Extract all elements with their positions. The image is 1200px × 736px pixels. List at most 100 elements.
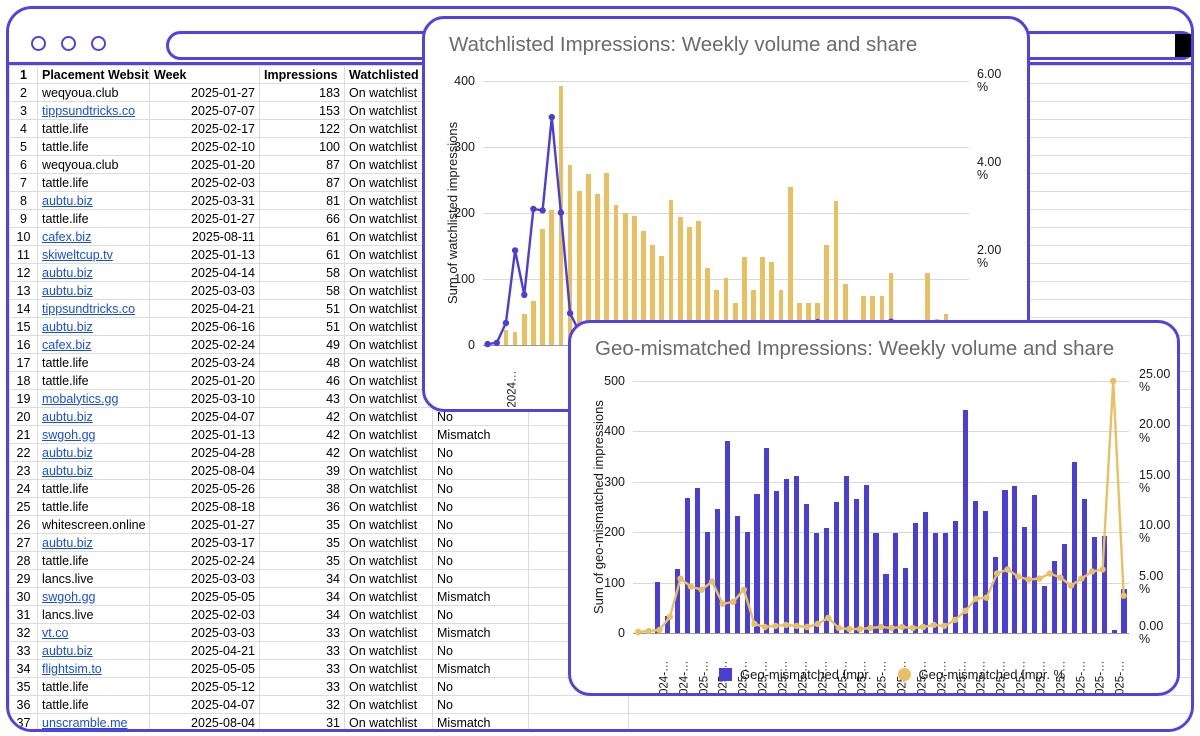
cell-watchlisted[interactable]: On watchlist bbox=[344, 659, 433, 678]
cell-impressions[interactable]: 43 bbox=[259, 389, 345, 408]
cell-watchlisted[interactable]: On watchlist bbox=[344, 281, 433, 300]
cell-watchlisted[interactable]: On watchlist bbox=[344, 605, 433, 624]
site-link[interactable]: swgoh.gg bbox=[42, 589, 96, 604]
cell-impressions[interactable]: 33 bbox=[259, 659, 345, 678]
cell-site[interactable]: tattle.life bbox=[37, 695, 150, 714]
cell-impressions[interactable]: 61 bbox=[259, 245, 345, 264]
row-number[interactable]: 36 bbox=[9, 695, 38, 714]
cell-watchlisted[interactable]: On watchlist bbox=[344, 353, 433, 372]
close-dot-icon[interactable] bbox=[31, 36, 46, 51]
row-number[interactable]: 34 bbox=[9, 659, 38, 678]
cell-watchlisted[interactable]: On watchlist bbox=[344, 209, 433, 228]
site-link[interactable]: mobalytics.gg bbox=[42, 391, 119, 406]
site-link[interactable]: aubtu.biz bbox=[42, 463, 93, 478]
cell-site[interactable]: lancs.live bbox=[37, 605, 150, 624]
row-number[interactable]: 19 bbox=[9, 389, 38, 408]
cell-impressions[interactable]: 31 bbox=[259, 713, 345, 729]
cell-geo[interactable]: No bbox=[432, 569, 529, 588]
cell-geo[interactable]: No bbox=[432, 677, 529, 696]
row-number[interactable]: 8 bbox=[9, 191, 38, 210]
row-number[interactable]: 30 bbox=[9, 587, 38, 606]
row-number[interactable]: 23 bbox=[9, 461, 38, 480]
cell-watchlisted[interactable]: On watchlist bbox=[344, 677, 433, 696]
cell-site[interactable]: vt.co bbox=[37, 623, 150, 642]
cell-watchlisted[interactable]: On watchlist bbox=[344, 137, 433, 156]
cell-geo[interactable]: No bbox=[432, 551, 529, 570]
cell-week[interactable]: 2025-05-26 bbox=[149, 479, 260, 498]
cell-geo[interactable]: No bbox=[432, 641, 529, 660]
cell-week[interactable]: 2025-01-27 bbox=[149, 209, 260, 228]
cell-watchlisted[interactable]: On watchlist bbox=[344, 515, 433, 534]
cell-impressions[interactable]: 122 bbox=[259, 119, 345, 138]
cell-impressions[interactable]: 33 bbox=[259, 677, 345, 696]
cell-site[interactable]: aubtu.biz bbox=[37, 191, 150, 210]
row-number[interactable]: 6 bbox=[9, 155, 38, 174]
cell-site[interactable]: weqyoua.club bbox=[37, 83, 150, 102]
col-header-week[interactable]: Week bbox=[149, 65, 260, 84]
cell-impressions[interactable]: 35 bbox=[259, 551, 345, 570]
cell-site[interactable]: swgoh.gg bbox=[37, 425, 150, 444]
cell-week[interactable]: 2025-06-16 bbox=[149, 317, 260, 336]
cell-week[interactable]: 2025-02-24 bbox=[149, 551, 260, 570]
cell-watchlisted[interactable]: On watchlist bbox=[344, 443, 433, 462]
row-number[interactable]: 28 bbox=[9, 551, 38, 570]
cell-week[interactable]: 2025-04-21 bbox=[149, 299, 260, 318]
cell-impressions[interactable]: 66 bbox=[259, 209, 345, 228]
site-link[interactable]: aubtu.biz bbox=[42, 193, 93, 208]
cell-site[interactable]: skiweltcup.tv bbox=[37, 245, 150, 264]
cell-week[interactable]: 2025-04-21 bbox=[149, 641, 260, 660]
minimize-dot-icon[interactable] bbox=[61, 36, 76, 51]
cell-geo[interactable]: No bbox=[432, 461, 529, 480]
row-number[interactable]: 3 bbox=[9, 101, 38, 120]
cell-impressions[interactable]: 49 bbox=[259, 335, 345, 354]
col-header-site[interactable]: Placement Website bbox=[37, 65, 150, 84]
row-number[interactable]: 21 bbox=[9, 425, 38, 444]
cell-impressions[interactable]: 46 bbox=[259, 371, 345, 390]
cell-site[interactable]: tattle.life bbox=[37, 497, 150, 516]
cell-impressions[interactable]: 34 bbox=[259, 587, 345, 606]
cell-watchlisted[interactable]: On watchlist bbox=[344, 533, 433, 552]
cell-week[interactable]: 2025-01-20 bbox=[149, 371, 260, 390]
cell-impressions[interactable]: 33 bbox=[259, 641, 345, 660]
cell-impressions[interactable]: 87 bbox=[259, 173, 345, 192]
cell-site[interactable]: aubtu.biz bbox=[37, 281, 150, 300]
site-link[interactable]: aubtu.biz bbox=[42, 643, 93, 658]
cell-impressions[interactable]: 39 bbox=[259, 461, 345, 480]
cell-week[interactable]: 2025-04-07 bbox=[149, 695, 260, 714]
cell-geo[interactable]: No bbox=[432, 497, 529, 516]
cell-site[interactable]: aubtu.biz bbox=[37, 461, 150, 480]
cell-site[interactable]: weqyoua.club bbox=[37, 155, 150, 174]
cell-week[interactable]: 2025-01-27 bbox=[149, 515, 260, 534]
cell-week[interactable]: 2025-01-20 bbox=[149, 155, 260, 174]
site-link[interactable]: skiweltcup.tv bbox=[42, 247, 113, 262]
cell-watchlisted[interactable]: On watchlist bbox=[344, 299, 433, 318]
cell-watchlisted[interactable]: On watchlist bbox=[344, 227, 433, 246]
cell-impressions[interactable]: 51 bbox=[259, 317, 345, 336]
cell-impressions[interactable]: 61 bbox=[259, 227, 345, 246]
cell-site[interactable]: tattle.life bbox=[37, 551, 150, 570]
cell-watchlisted[interactable]: On watchlist bbox=[344, 407, 433, 426]
cell-week[interactable]: 2025-08-18 bbox=[149, 497, 260, 516]
cell-week[interactable]: 2025-05-05 bbox=[149, 659, 260, 678]
cell-week[interactable]: 2025-07-07 bbox=[149, 101, 260, 120]
row-number[interactable]: 37 bbox=[9, 713, 38, 729]
cell-site[interactable]: mobalytics.gg bbox=[37, 389, 150, 408]
cell-geo[interactable]: Mismatch bbox=[432, 425, 529, 444]
cell-watchlisted[interactable]: On watchlist bbox=[344, 695, 433, 714]
cell-watchlisted[interactable]: On watchlist bbox=[344, 263, 433, 282]
site-link[interactable]: swgoh.gg bbox=[42, 427, 96, 442]
cell-rest[interactable] bbox=[628, 713, 1191, 729]
cell-site[interactable]: aubtu.biz bbox=[37, 317, 150, 336]
maximize-dot-icon[interactable] bbox=[91, 36, 106, 51]
cell-site[interactable]: tattle.life bbox=[37, 137, 150, 156]
cell-week[interactable]: 2025-08-04 bbox=[149, 461, 260, 480]
site-link[interactable]: aubtu.biz bbox=[42, 535, 93, 550]
cell-geo[interactable]: Mismatch bbox=[432, 623, 529, 642]
row-number[interactable]: 13 bbox=[9, 281, 38, 300]
cell-week[interactable]: 2025-02-03 bbox=[149, 605, 260, 624]
cell-site[interactable]: flightsim.to bbox=[37, 659, 150, 678]
cell-site[interactable]: unscramble.me bbox=[37, 713, 150, 729]
site-link[interactable]: vt.co bbox=[42, 625, 69, 640]
cell-week[interactable]: 2025-02-17 bbox=[149, 119, 260, 138]
cell-impressions[interactable]: 58 bbox=[259, 263, 345, 282]
